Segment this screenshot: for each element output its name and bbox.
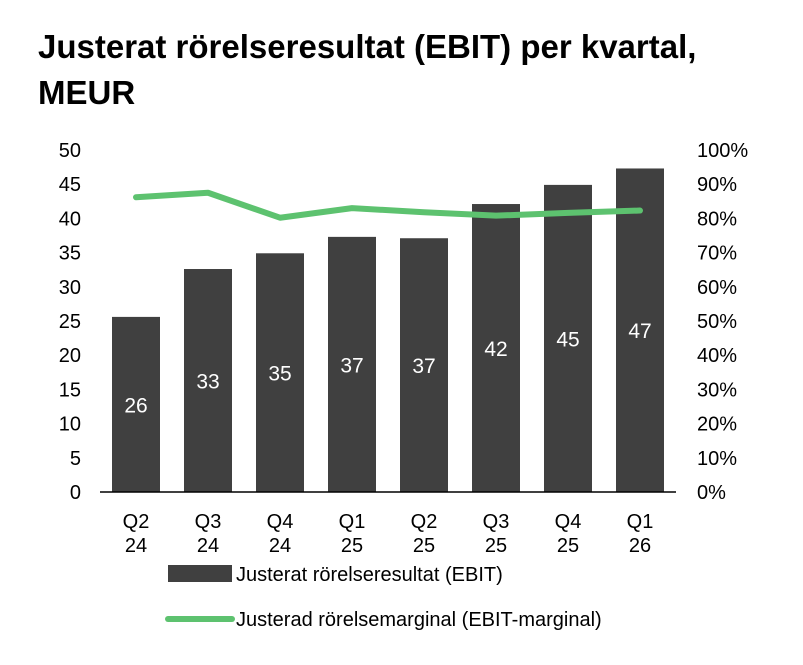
- bar-data-labels: 26 33 35 37 37 42 45 47: [124, 320, 651, 417]
- left-tick-label: 40: [59, 208, 81, 230]
- bar: [472, 204, 520, 492]
- x-tick-label-quarter: Q3: [483, 511, 510, 533]
- right-tick-label: 90%: [697, 174, 737, 196]
- x-tick-label-quarter: Q1: [627, 511, 654, 533]
- bar: [184, 269, 232, 492]
- left-tick-label: 45: [59, 174, 81, 196]
- bar: [616, 168, 664, 492]
- bar-value-label: 26: [124, 394, 147, 417]
- x-tick-label-quarter: Q2: [123, 511, 150, 533]
- right-tick-label: 30%: [697, 379, 737, 401]
- right-tick-label: 10%: [697, 448, 737, 470]
- bar: [544, 184, 592, 492]
- legend: Justerat rörelseresultat (EBIT) Justerad…: [165, 564, 602, 631]
- right-tick-label: 80%: [697, 208, 737, 230]
- margin-line: [133, 189, 643, 221]
- right-tick-label: 60%: [697, 277, 737, 299]
- bar-value-label: 42: [484, 338, 507, 361]
- x-tick-label-quarter: Q1: [339, 511, 366, 533]
- bar-value-label: 45: [556, 328, 579, 351]
- left-tick-label: 5: [70, 448, 81, 470]
- x-tick-label-year: 24: [125, 535, 147, 557]
- x-tick-label-quarter: Q3: [195, 511, 222, 533]
- bar-value-label: 33: [196, 371, 219, 394]
- x-tick-label-year: 25: [485, 535, 507, 557]
- x-tick-label-year: 25: [341, 535, 363, 557]
- right-axis: 0% 10% 20% 30% 40% 50% 60% 70% 80% 90% 100%: [697, 140, 748, 504]
- left-axis: 0 5 10 15 20 25 30 35 40 45 50: [59, 140, 81, 504]
- x-tick-label-quarter: Q4: [555, 511, 582, 533]
- x-tick-label-year: 24: [197, 535, 219, 557]
- bar: [256, 253, 304, 492]
- right-tick-label: 0%: [697, 482, 726, 504]
- right-tick-label: 20%: [697, 414, 737, 436]
- x-tick-label-year: 24: [269, 535, 291, 557]
- legend-bar-swatch: [168, 565, 232, 582]
- bar: [400, 238, 448, 492]
- legend-bar-label: Justerat rörelseresultat (EBIT): [236, 564, 503, 586]
- bar-series: [112, 168, 664, 492]
- left-tick-label: 30: [59, 277, 81, 299]
- bar-value-label: 37: [340, 354, 363, 377]
- right-tick-label: 40%: [697, 345, 737, 367]
- x-tick-label-year: 25: [557, 535, 579, 557]
- x-tick-label-quarter: Q2: [411, 511, 438, 533]
- left-tick-label: 0: [70, 482, 81, 504]
- left-tick-label: 50: [59, 140, 81, 162]
- x-tick-label-quarter: Q4: [267, 511, 294, 533]
- right-tick-label: 50%: [697, 311, 737, 333]
- bar-value-label: 35: [268, 363, 291, 386]
- left-tick-label: 35: [59, 243, 81, 265]
- left-tick-label: 10: [59, 414, 81, 436]
- x-tick-label-year: 25: [413, 535, 435, 557]
- bar-value-label: 47: [628, 320, 651, 343]
- bar: [112, 316, 160, 492]
- left-tick-label: 20: [59, 345, 81, 367]
- left-tick-label: 25: [59, 311, 81, 333]
- chart-title: Justerat rörelseresultat (EBIT) per kvar…: [38, 28, 697, 111]
- right-tick-label: 100%: [697, 140, 748, 162]
- bar-value-label: 37: [412, 355, 435, 378]
- x-tick-label-year: 26: [629, 535, 651, 557]
- bar: [328, 236, 376, 492]
- right-tick-label: 70%: [697, 243, 737, 265]
- left-tick-label: 15: [59, 379, 81, 401]
- legend-line-label: Justerad rörelsemarginal (EBIT-marginal): [236, 609, 602, 631]
